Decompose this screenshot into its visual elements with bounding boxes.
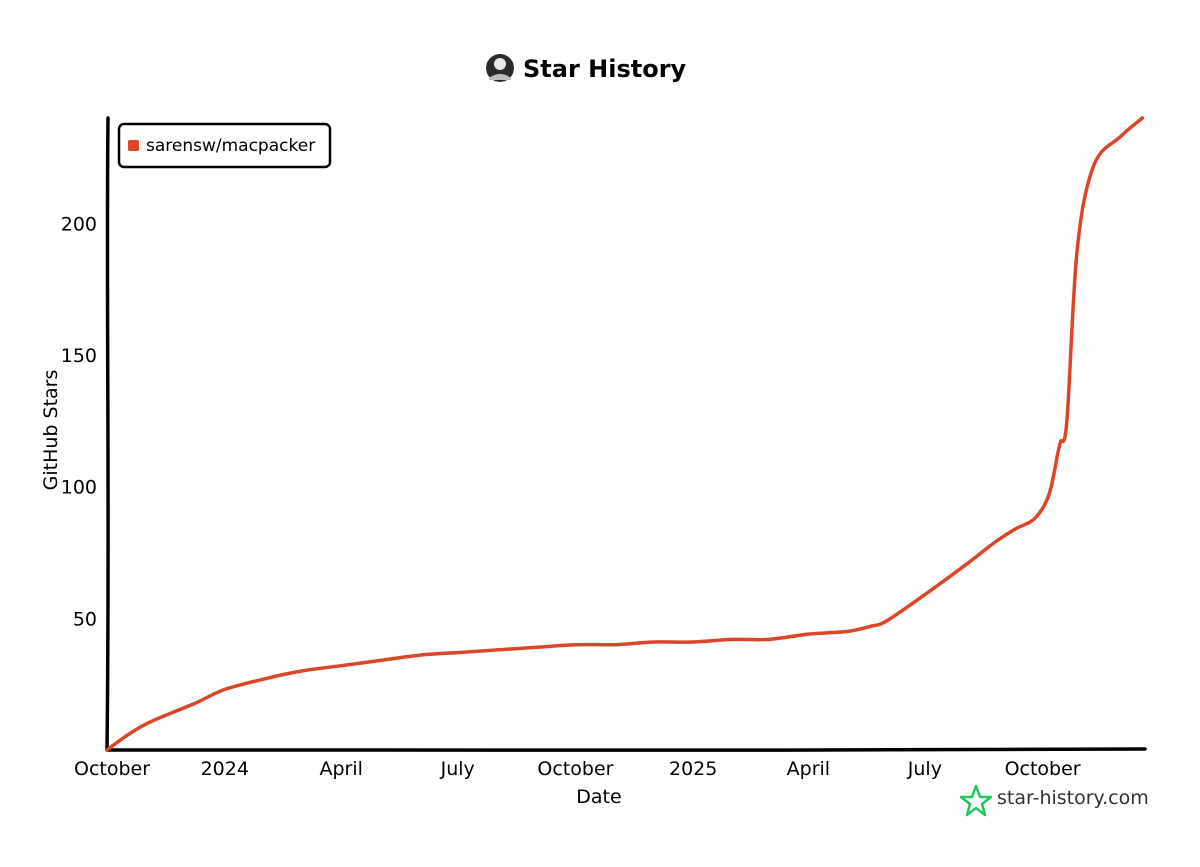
legend-label: sarensw/macpacker (146, 136, 315, 156)
x-axis-line (105, 747, 1147, 752)
x-tick-label: October (74, 758, 150, 780)
avatar-icon (486, 54, 514, 82)
x-axis-label: Date (576, 786, 621, 808)
legend-box (117, 122, 332, 169)
x-tick-label: July (440, 758, 475, 780)
x-tick-label: July (907, 758, 942, 780)
brand-watermark: star-history.com (959, 784, 1149, 817)
y-tick-label: 100 (61, 477, 97, 499)
x-tick-label: October (1005, 758, 1081, 780)
legend-swatch (128, 140, 139, 151)
y-tick-label: 200 (61, 213, 97, 235)
series-layer (105, 116, 1145, 752)
y-axis-label: GitHub Stars (40, 370, 62, 491)
y-tick-label: 150 (61, 345, 97, 367)
axes (105, 116, 1147, 752)
x-tick-label: 2024 (201, 758, 249, 780)
star-logo-icon (959, 784, 993, 817)
chart-title-text: Star History (523, 55, 687, 83)
y-axis-line (105, 116, 110, 752)
x-tick-label: October (537, 758, 613, 780)
x-tick-labels: October 2024 April July October 2025 April July… (74, 758, 1081, 780)
x-tick-label: 2025 (669, 758, 717, 780)
chart-title: Star History (486, 54, 687, 83)
y-tick-label: 50 (73, 608, 97, 630)
brand-text: star-history.com (997, 787, 1149, 809)
y-tick-labels: 50 100 150 200 (61, 213, 97, 630)
series-line-0 (105, 116, 1145, 752)
legend: sarensw/macpacker (117, 122, 332, 169)
x-tick-label: April (787, 758, 830, 780)
x-tick-label: April (320, 758, 363, 780)
